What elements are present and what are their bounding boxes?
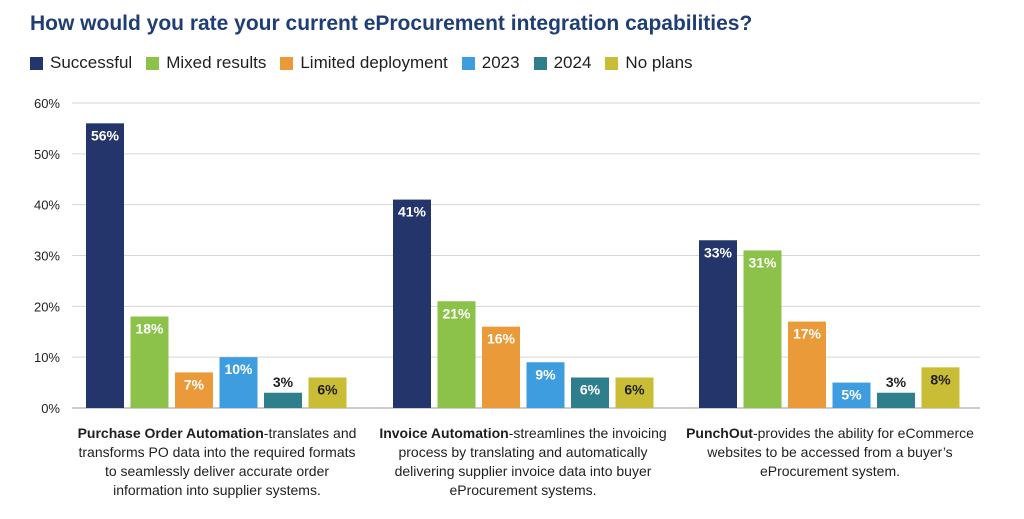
bar bbox=[175, 372, 213, 408]
legend-label: Limited deployment bbox=[300, 53, 448, 72]
data-label: 5% bbox=[841, 387, 862, 403]
chart-title: How would you rate your current eProcure… bbox=[30, 12, 753, 35]
y-tick-label: 0% bbox=[41, 401, 60, 416]
bar bbox=[921, 367, 960, 408]
data-label: 6% bbox=[317, 382, 338, 398]
data-label: 6% bbox=[624, 382, 645, 398]
legend-swatch bbox=[280, 56, 294, 70]
data-label: 16% bbox=[487, 331, 516, 347]
data-label: 10% bbox=[224, 361, 253, 377]
y-tick-label: 10% bbox=[34, 350, 60, 365]
bar bbox=[437, 301, 476, 408]
bar bbox=[877, 392, 915, 408]
data-label: 18% bbox=[135, 321, 164, 337]
bar bbox=[393, 199, 431, 408]
legend-swatch bbox=[30, 56, 43, 70]
legend-swatch bbox=[533, 56, 547, 70]
category-label: Purchase Order Automation-translates and… bbox=[72, 424, 362, 500]
data-label: 56% bbox=[91, 127, 120, 143]
legend-item: 2023 bbox=[461, 53, 520, 73]
category-title: Invoice Automation bbox=[379, 425, 509, 441]
legend-swatch bbox=[461, 56, 475, 70]
bar bbox=[832, 382, 871, 408]
data-label: 31% bbox=[748, 254, 777, 270]
category-description: -provides the ability for eCommerce webs… bbox=[707, 425, 974, 479]
category-label: Invoice Automation-streamlines the invoi… bbox=[378, 424, 668, 500]
legend-item: Limited deployment bbox=[280, 53, 448, 73]
legend-label: 2024 bbox=[553, 53, 592, 72]
legend-swatch bbox=[146, 56, 160, 70]
category-label: PunchOut-provides the ability for eComme… bbox=[685, 424, 975, 481]
y-tick-label: 40% bbox=[34, 198, 60, 213]
y-tick-label: 20% bbox=[34, 299, 60, 314]
bar bbox=[743, 250, 782, 408]
legend-item: Successful bbox=[30, 53, 132, 73]
bar bbox=[308, 377, 347, 408]
bar bbox=[699, 240, 737, 408]
bar bbox=[615, 377, 654, 408]
bar bbox=[130, 316, 169, 408]
legend-item: No plans bbox=[605, 53, 693, 73]
data-label: 8% bbox=[930, 371, 951, 387]
data-label: 41% bbox=[398, 204, 427, 220]
bar bbox=[482, 326, 520, 408]
data-label: 3% bbox=[273, 374, 294, 390]
legend-swatch bbox=[605, 56, 619, 70]
category-description: -streamlines the invoicing process by tr… bbox=[394, 425, 667, 498]
y-tick-label: 50% bbox=[34, 147, 60, 162]
y-tick-label: 60% bbox=[34, 96, 60, 111]
category-description: -translates and transforms PO data into … bbox=[78, 425, 357, 498]
data-label: 9% bbox=[535, 366, 556, 382]
data-label: 7% bbox=[184, 376, 205, 392]
legend-label: 2023 bbox=[481, 53, 520, 72]
bar bbox=[86, 123, 124, 408]
data-label: 21% bbox=[442, 305, 471, 321]
y-tick-label: 30% bbox=[34, 249, 60, 264]
data-label: 33% bbox=[704, 244, 733, 260]
legend-label: Successful bbox=[50, 53, 133, 72]
bar bbox=[219, 357, 258, 408]
bar bbox=[788, 321, 826, 408]
bar bbox=[264, 392, 302, 408]
bar bbox=[571, 377, 609, 408]
bar bbox=[526, 362, 565, 408]
data-label: 17% bbox=[793, 326, 822, 342]
category-title: Purchase Order Automation bbox=[77, 425, 264, 441]
data-label: 6% bbox=[580, 382, 601, 398]
data-label: 3% bbox=[886, 374, 907, 390]
legend-label: No plans bbox=[625, 53, 693, 72]
legend: Successful Mixed results Limited deploymen… bbox=[30, 53, 707, 73]
legend-item: Mixed results bbox=[146, 53, 266, 73]
legend-item: 2024 bbox=[533, 53, 592, 73]
category-title: PunchOut bbox=[686, 425, 753, 441]
legend-label: Mixed results bbox=[166, 53, 267, 72]
